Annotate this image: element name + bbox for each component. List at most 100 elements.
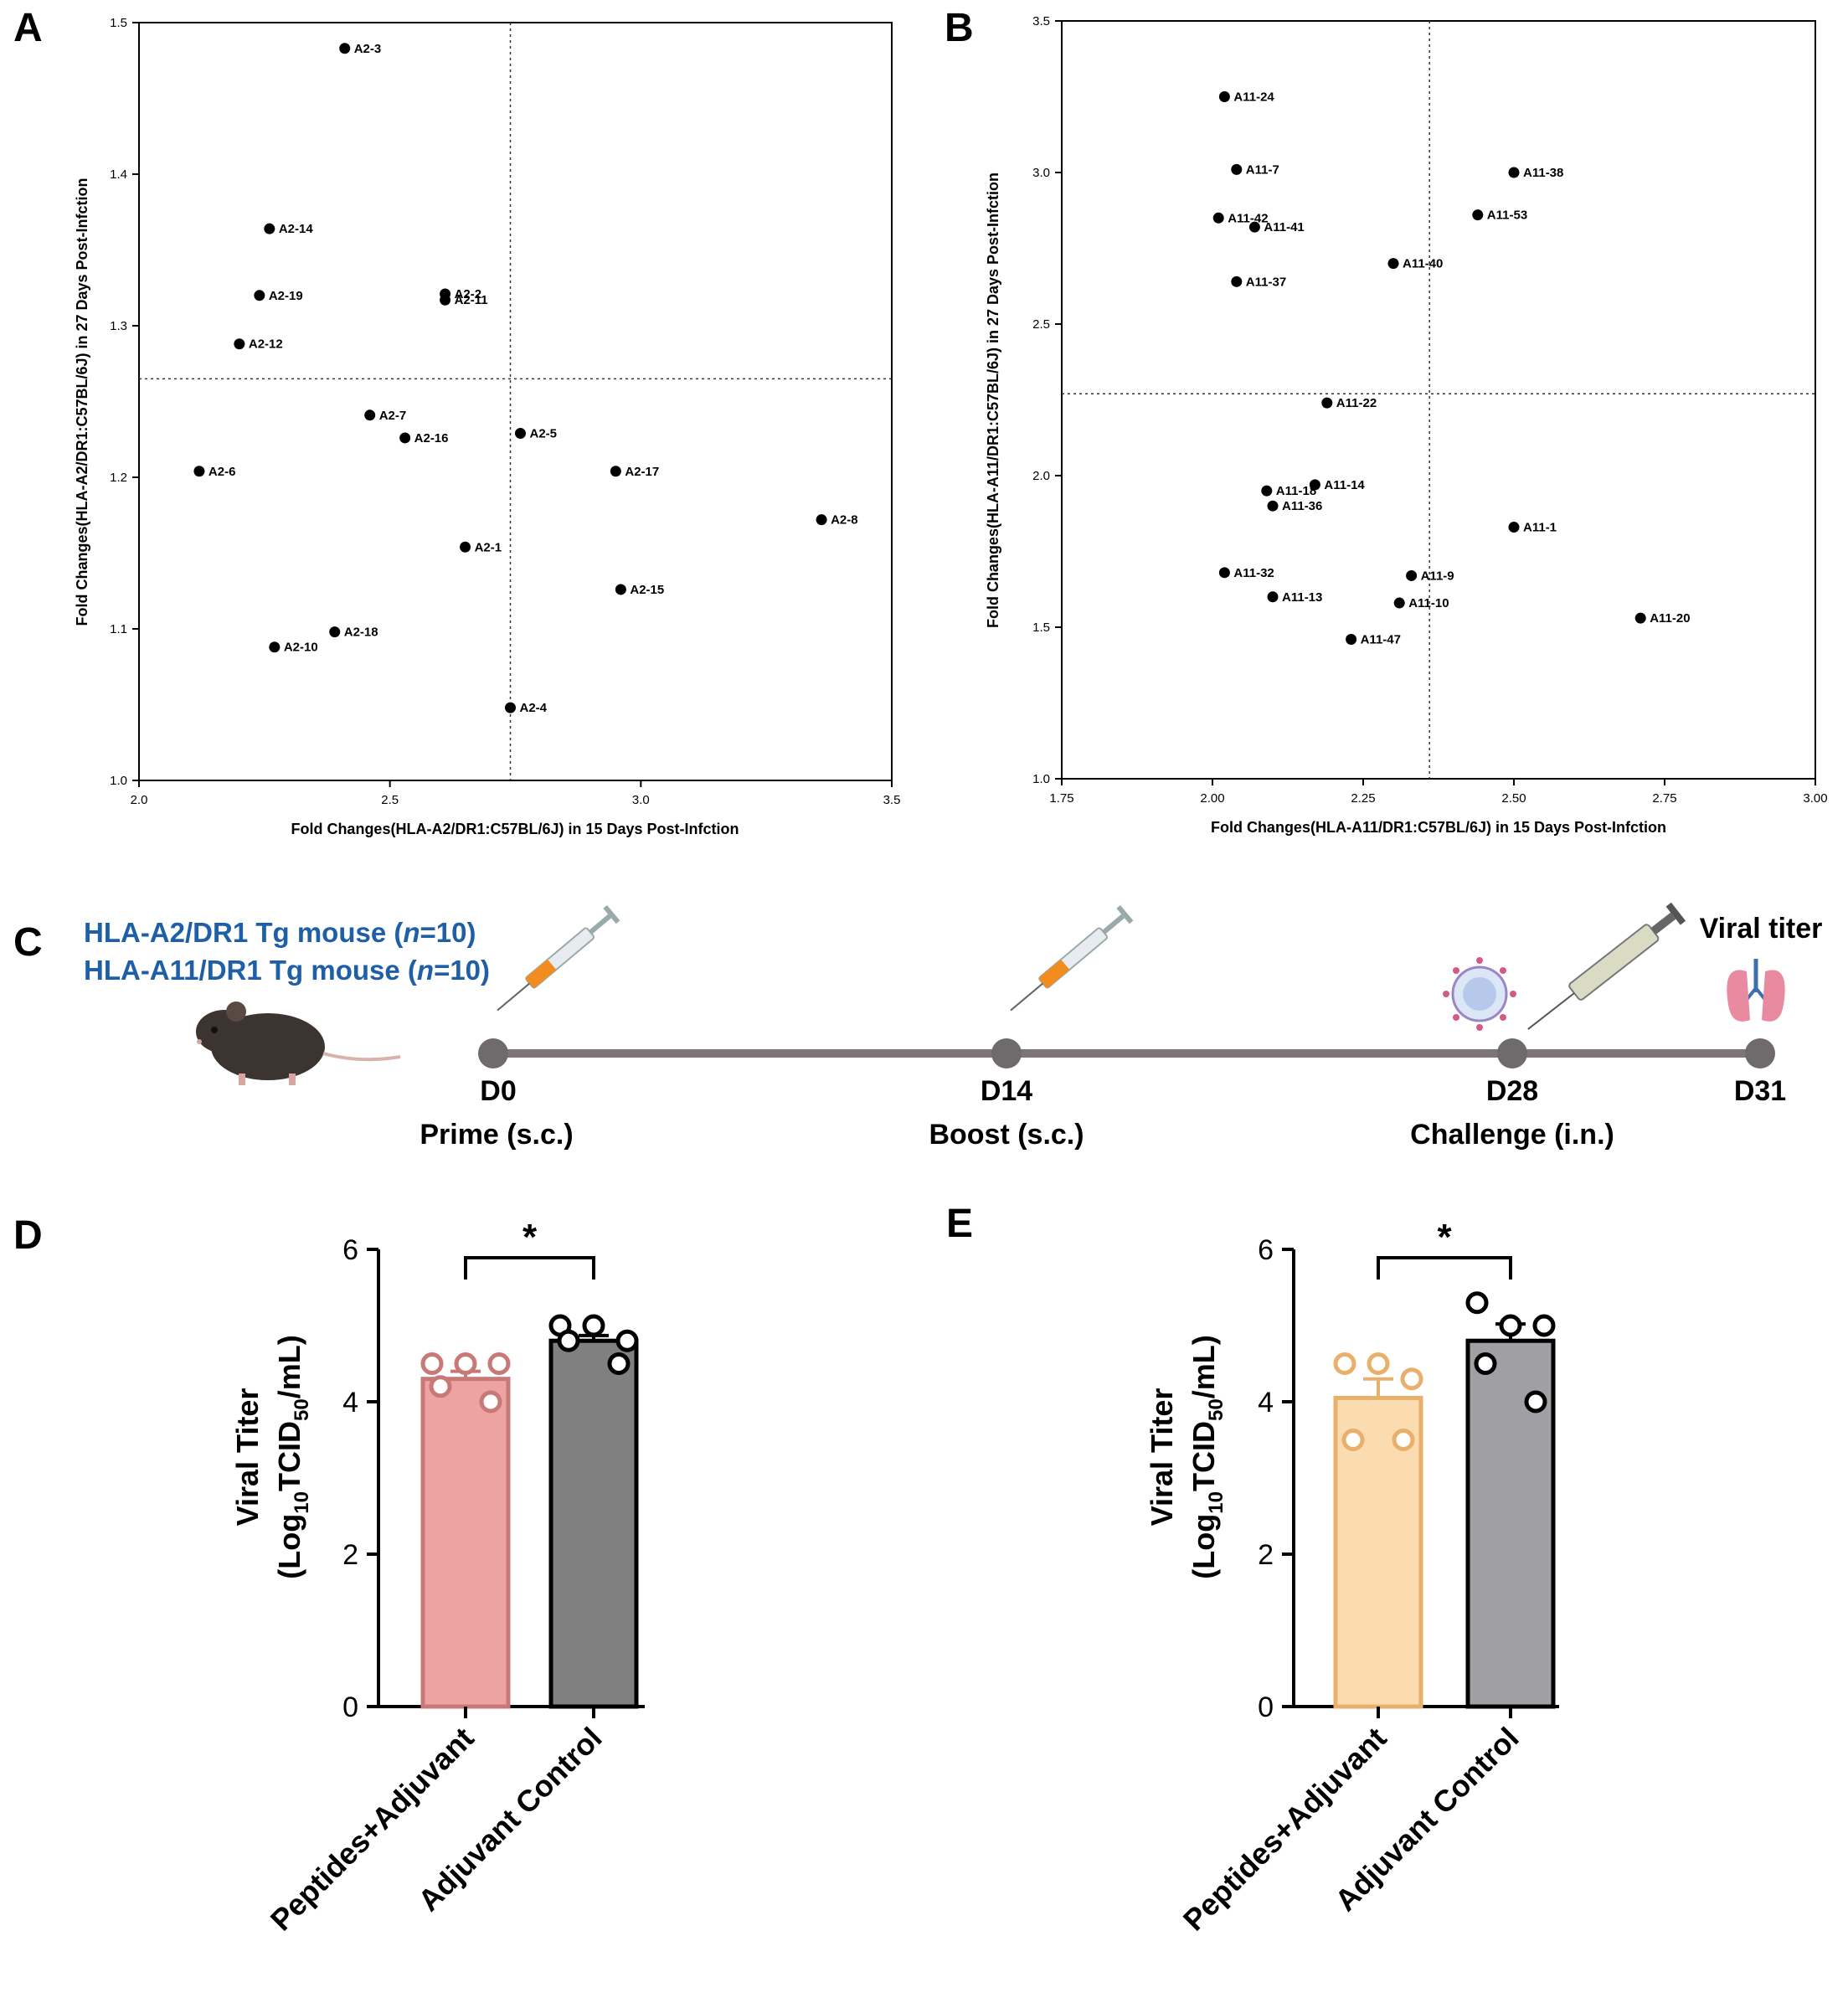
scatter-point: [1212, 212, 1224, 224]
x-tick-label: 2.75: [1652, 791, 1676, 806]
y-tick-label: 6: [1258, 1234, 1274, 1266]
scatter-point: [1309, 479, 1320, 491]
y-tick-label: 2.5: [1032, 317, 1050, 332]
significance-star: *: [522, 1217, 538, 1258]
point-label: A2-4: [520, 701, 548, 715]
scatter-point: [1218, 567, 1230, 579]
point-label: A11-7: [1246, 162, 1279, 177]
point-label: A11-42: [1228, 211, 1268, 225]
timeline-node-d0: [478, 1038, 508, 1068]
data-point: [429, 1375, 452, 1398]
scatter-point: [514, 428, 526, 440]
bar: [548, 1338, 639, 1709]
points-a: A2-3 A2-14 A2-19 A2-2A2-11 A2-12 A2-7 A2-16 A2-…: [193, 42, 858, 715]
data-point: [1392, 1429, 1415, 1451]
point-label: A2-15: [630, 583, 664, 597]
y-tick-label: 3.0: [1032, 166, 1050, 180]
data-point: [1367, 1352, 1390, 1375]
x-tick-label: 2.00: [1200, 791, 1224, 806]
scatter-point: [816, 514, 827, 526]
scatter-point: [339, 43, 351, 54]
x-tick-label: 2.25: [1351, 791, 1375, 806]
scatter-point: [615, 584, 626, 595]
point-label: A2-19: [269, 289, 303, 303]
scatter-point: [1634, 612, 1646, 624]
point-label: A11-10: [1408, 596, 1449, 610]
data-point: [479, 1390, 502, 1413]
data-point: [1341, 1429, 1365, 1451]
timeline-node-d14: [991, 1038, 1022, 1068]
panel-label-c: C: [13, 920, 43, 965]
data-point: [615, 1329, 639, 1352]
step-label-boost: Boost (s.c.): [929, 1119, 1084, 1151]
scatter-chart-b: 1.75 2.00 2.25 2.50 2.75 3.00 1.0 1.5 2.0 2.5 3.0…: [985, 14, 1828, 836]
y-axis-title-a: Fold Changes(HLA-A2/DR1:C57BL/6J) in 27 …: [74, 178, 90, 626]
x-tick-label: 2.50: [1501, 791, 1526, 806]
point-label: A11-37: [1246, 275, 1286, 289]
data-point: [582, 1314, 605, 1337]
viral-titer-title: Viral titer: [1700, 913, 1823, 945]
scatter-point: [254, 290, 265, 301]
point-label: A11-14: [1324, 478, 1365, 492]
point-label: A11-47: [1361, 632, 1401, 646]
scatter-point: [193, 466, 205, 477]
y-tick-label: 1.5: [1032, 620, 1050, 635]
x-axis-title-a: Fold Changes(HLA-A2/DR1:C57BL/6J) in 15 …: [291, 821, 739, 837]
x-tick-label: 2.0: [131, 793, 148, 807]
point-label: A11-36: [1282, 499, 1322, 513]
scatter-point: [269, 641, 281, 653]
point-label: A11-13: [1282, 590, 1322, 605]
data-point: [1400, 1367, 1423, 1391]
point-label: A2-6: [208, 465, 236, 479]
point-label: A11-18: [1276, 484, 1316, 498]
point-label: A11-32: [1233, 566, 1274, 580]
scatter-point: [1393, 597, 1405, 609]
y-axis-title-d-line1: Viral Titer: [230, 1388, 265, 1527]
point-label: A11-9: [1421, 569, 1454, 583]
scatter-point: [1406, 569, 1418, 581]
y-axis-title-e-line2: (Log10TCID50/mL): [1187, 1335, 1228, 1578]
point-label: A2-1: [475, 540, 502, 554]
data-point: [607, 1352, 631, 1375]
x-tick-label: 3.0: [632, 793, 650, 807]
y-tick-label: 2: [1258, 1539, 1274, 1571]
syringe-icon: [1527, 902, 1686, 1030]
timeline-node-d31: [1745, 1038, 1775, 1068]
scatter-point: [1218, 91, 1230, 102]
significance-star: *: [1437, 1217, 1452, 1258]
y-tick-label: 3.5: [1032, 14, 1050, 28]
point-label: A11-41: [1264, 220, 1304, 234]
step-label-prime: Prime (s.c.): [420, 1119, 573, 1151]
y-tick-label: 4: [1258, 1387, 1274, 1419]
x-tick-label: 2.5: [381, 793, 399, 807]
y-tick-label: 2: [342, 1539, 358, 1571]
data-point: [1532, 1314, 1556, 1337]
bar: [420, 1377, 511, 1709]
y-tick-label: 4: [342, 1387, 358, 1419]
scatter-point: [399, 432, 411, 444]
y-tick-label: 0: [342, 1691, 358, 1723]
y-axis-title-b: Fold Changes(HLA-A11/DR1:C57BL/6J) in 27…: [985, 172, 1001, 628]
significance-bracket: [1377, 1256, 1512, 1280]
syringe-icon: [1010, 905, 1134, 1012]
y-ticks-b: 1.0 1.5 2.0 2.5 3.0 3.5: [1032, 14, 1062, 786]
panel-label-a: A: [13, 6, 43, 50]
point-label: A11-1: [1523, 521, 1557, 535]
data-point: [1465, 1291, 1489, 1315]
scatter-point: [1261, 485, 1273, 497]
scatter-point: [364, 409, 376, 421]
y-tick-label: 0: [1258, 1691, 1274, 1723]
data-point: [1499, 1314, 1522, 1337]
scatter-point: [610, 466, 621, 477]
point-label: A2-17: [625, 465, 659, 479]
data-point: [1333, 1352, 1356, 1375]
data-point: [1524, 1390, 1547, 1413]
timeline-node-d28: [1497, 1038, 1527, 1068]
point-label: A2-10: [284, 641, 318, 655]
y-tick-label: 1.2: [110, 471, 127, 485]
